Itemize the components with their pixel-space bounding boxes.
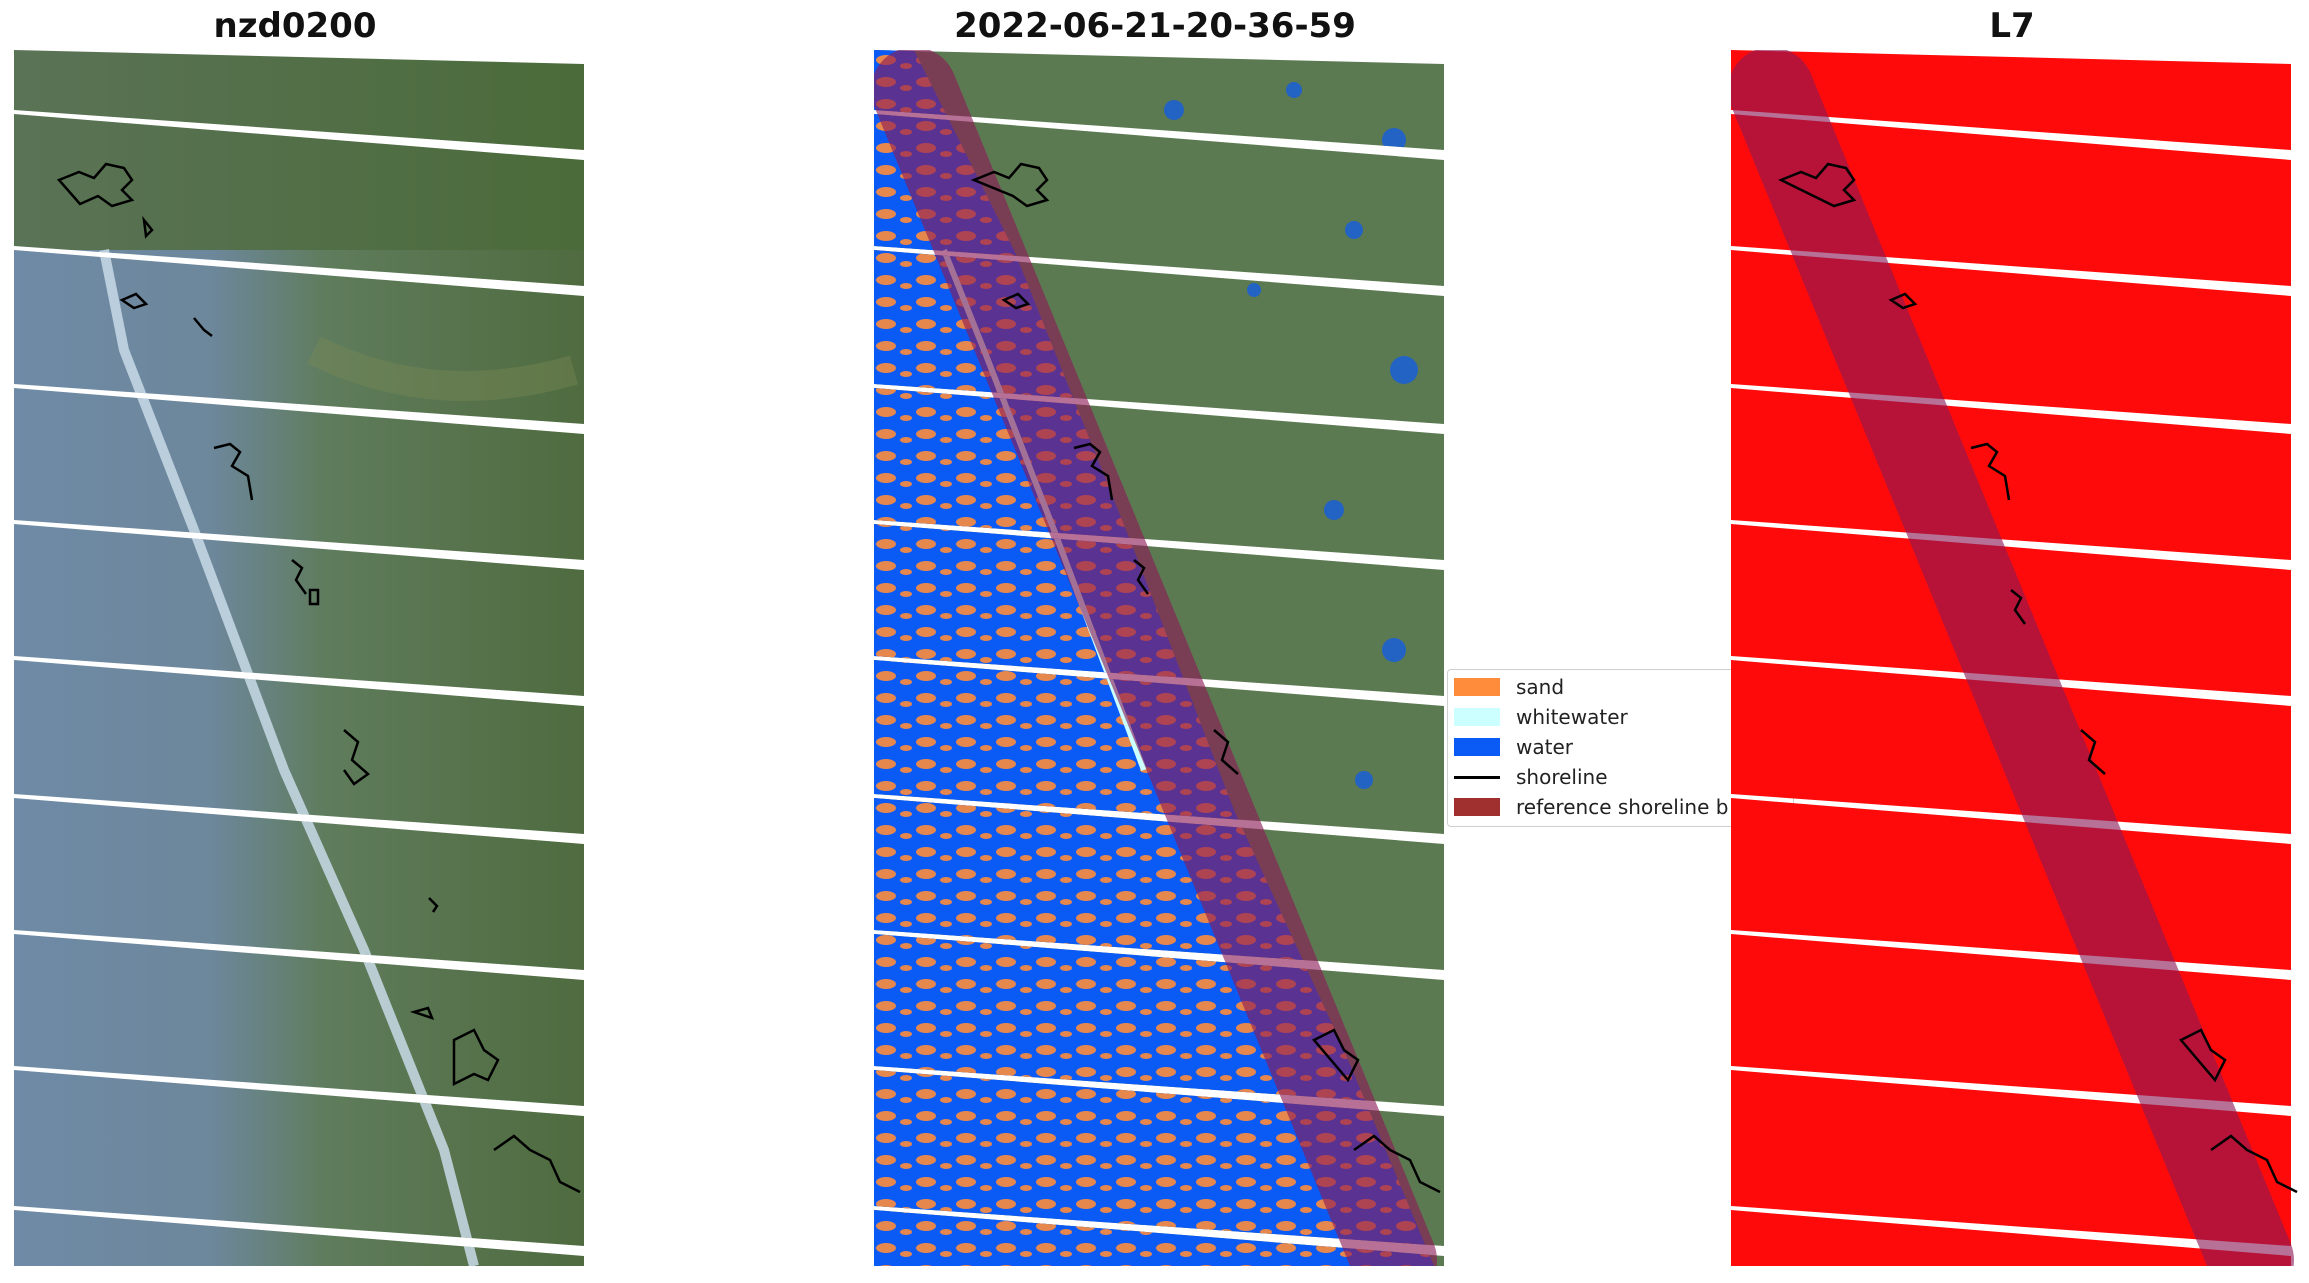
panel-title-1: nzd0200 bbox=[213, 6, 377, 46]
panel-title-3: L7 bbox=[1989, 6, 2035, 46]
rgb-image bbox=[14, 50, 584, 1266]
shoreline-contours bbox=[1777, 162, 2298, 1194]
legend-item-whitewater: whitewater bbox=[1454, 704, 1628, 730]
cloud-mask-image bbox=[1731, 50, 2298, 1266]
legend-item-reference-shoreline: reference shoreline b bbox=[1454, 794, 1728, 820]
legend-label: reference shoreline b bbox=[1516, 795, 1729, 819]
whitewater-swatch bbox=[1454, 708, 1500, 726]
classification-image bbox=[874, 50, 1444, 1266]
legend-item-water: water bbox=[1454, 734, 1573, 760]
legend-item-shoreline: shoreline bbox=[1454, 764, 1608, 790]
panel-title-2: 2022-06-21-20-36-59 bbox=[954, 6, 1356, 46]
reference-shoreline-buffer bbox=[874, 50, 1437, 1266]
reference-shoreline-buffer bbox=[1731, 50, 2294, 1266]
shoreline-line-swatch bbox=[1454, 775, 1500, 779]
legend-label: water bbox=[1516, 735, 1573, 759]
shoreline-contours bbox=[970, 162, 1441, 1194]
legend-label: shoreline bbox=[1516, 765, 1608, 789]
rgb-image-panel bbox=[14, 50, 584, 1266]
classification-panel bbox=[874, 50, 1444, 1266]
shoreline-contours bbox=[56, 162, 581, 1194]
legend-label: whitewater bbox=[1516, 705, 1628, 729]
sand-swatch bbox=[1454, 678, 1500, 696]
cloud-mask-panel bbox=[1731, 50, 2301, 1266]
reference-shoreline-swatch bbox=[1454, 798, 1500, 816]
legend-label: sand bbox=[1516, 675, 1565, 699]
water-swatch bbox=[1454, 738, 1500, 756]
legend-item-sand: sand bbox=[1454, 674, 1564, 700]
